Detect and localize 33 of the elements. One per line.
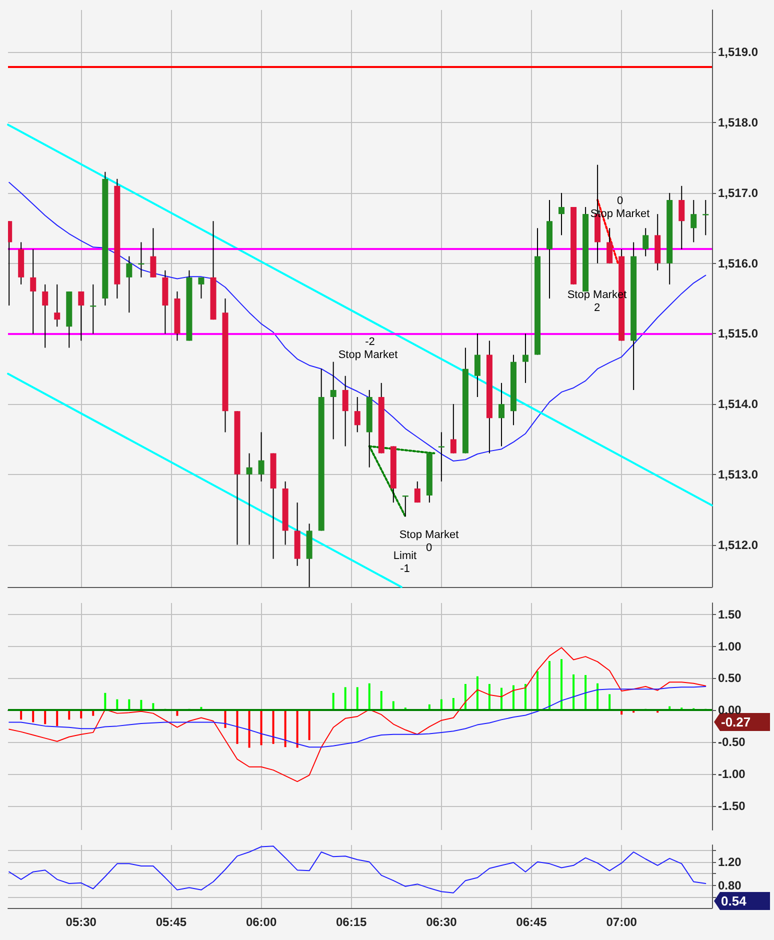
x-tick-label: 06:30	[426, 915, 458, 929]
annotation: Stop Market	[338, 349, 398, 361]
annotation: -2	[365, 336, 375, 348]
annotation: 0	[426, 542, 432, 554]
text: 0.54	[721, 894, 748, 908]
y-tick-label: 1,518.0	[718, 116, 758, 130]
y-tick-label: 1,512.0	[718, 538, 758, 552]
x-tick-label: 06:15	[336, 915, 368, 929]
y-tick-label: 1,514.0	[718, 397, 758, 412]
x-tick-label: 05:30	[66, 915, 97, 929]
y-tick-label: 1,516.0	[718, 256, 758, 270]
annotation: 0	[616, 195, 624, 207]
annotation: Stop Market	[399, 529, 459, 541]
y-tick-label: 1,517.0	[718, 186, 758, 200]
annotation: Limit	[393, 550, 417, 562]
y-tick-label: 1,519.0	[718, 45, 758, 60]
y-tick-label: -1.50	[718, 798, 746, 813]
annotation: 2	[594, 302, 600, 314]
y-tick-label: -0.50	[718, 735, 746, 750]
x-tick-label: 05:45	[156, 915, 187, 929]
y-tick-label: 1,515.0	[718, 326, 758, 341]
annotation: -1	[400, 563, 410, 575]
y-tick-label: -1.00	[718, 766, 746, 781]
x-tick-label: 07:00	[606, 915, 638, 929]
y-tick-label: 1.50	[718, 607, 742, 622]
text: -0.27	[721, 714, 751, 730]
x-tick-label: 06:00	[246, 915, 277, 929]
x-tick-label: 06:45	[516, 915, 548, 929]
y-tick-label: 0.80	[718, 878, 742, 892]
y-tick-label: 1.20	[718, 854, 742, 869]
y-tick-label: 1,513.0	[718, 467, 758, 482]
y-tick-label: 1.00	[718, 639, 742, 654]
y-tick-label: 0.50	[718, 671, 742, 686]
